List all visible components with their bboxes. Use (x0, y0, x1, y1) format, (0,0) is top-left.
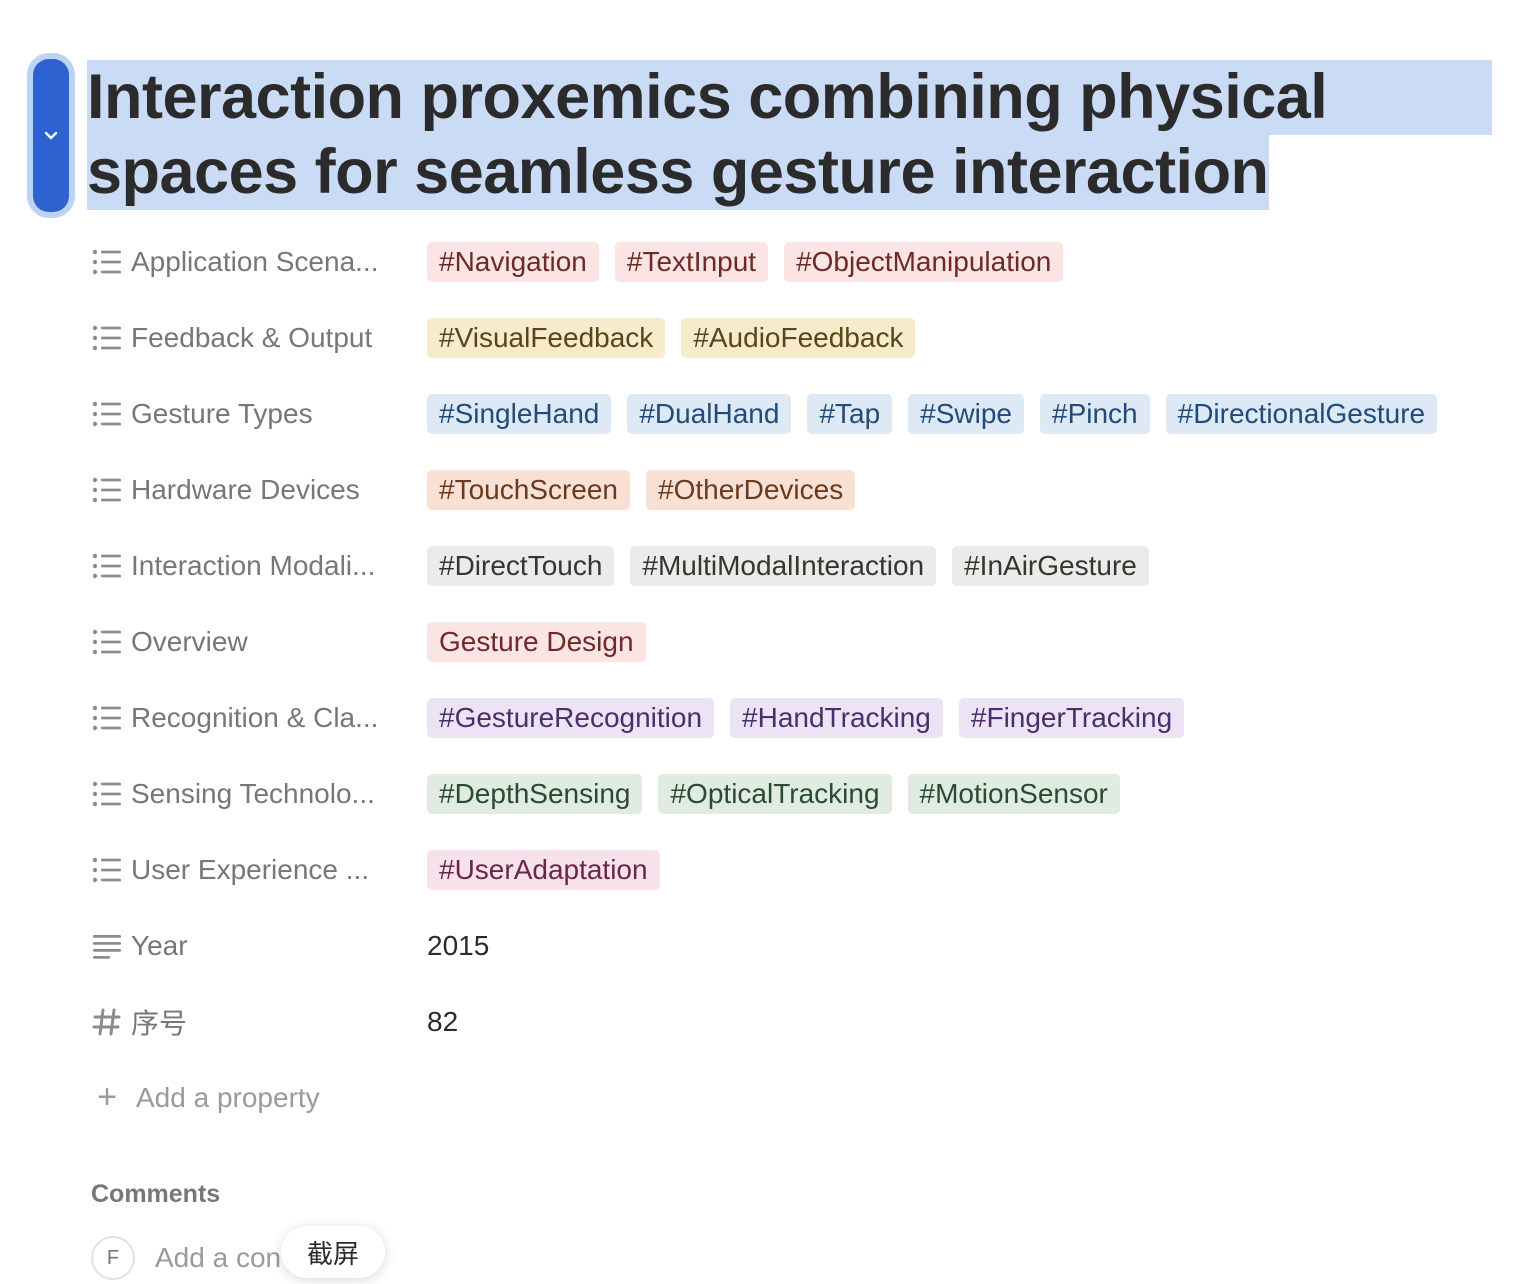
property-row: User Experience ... #UserAdaptation (90, 832, 1510, 908)
list-icon (90, 777, 124, 811)
property-name-label: Gesture Types (131, 398, 313, 429)
property-name-label: Overview (131, 626, 248, 657)
comments-heading: Comments (91, 1180, 221, 1208)
property-name-label: 序号 (131, 1008, 188, 1039)
page-title[interactable]: Interaction proxemics combining physical… (87, 60, 1492, 210)
comment-input[interactable]: Add a con (155, 1242, 282, 1273)
property-name-label: Year (131, 930, 188, 961)
tag[interactable]: #TextInput (614, 242, 769, 282)
property-name-label: Recognition & Cla... (131, 702, 379, 733)
property-name[interactable]: Gesture Types (90, 397, 427, 431)
property-name-label: Feedback & Output (131, 322, 373, 353)
property-row: Overview Gesture Design (90, 604, 1510, 680)
tag[interactable]: #FingerTracking (958, 698, 1185, 738)
property-value-text[interactable]: 2015 (427, 930, 490, 961)
tag[interactable]: #MotionSensor (907, 774, 1120, 814)
tag[interactable]: #TouchScreen (427, 470, 631, 510)
page-title-line-1[interactable]: Interaction proxemics combining physical (87, 60, 1492, 135)
property-row: Year 2015 (90, 908, 1510, 984)
property-value[interactable]: #DirectTouch #MultiModalInteraction #InAir… (427, 546, 1149, 586)
avatar: F (91, 1236, 135, 1280)
property-name[interactable]: Year (90, 929, 427, 963)
tag[interactable]: #ObjectManipulation (784, 242, 1064, 282)
list-icon (90, 625, 124, 659)
property-row: Application Scena... #Navigation #TextInpu… (90, 224, 1510, 300)
property-value[interactable]: #TouchScreen #OtherDevices (427, 470, 856, 510)
add-property-label: Add a property (136, 1081, 320, 1113)
block-handle-button[interactable] (27, 53, 75, 218)
tag[interactable]: #DualHand (627, 394, 792, 434)
tag[interactable]: #Tap (807, 394, 893, 434)
property-row: Recognition & Cla... #GestureRecognition #… (90, 680, 1510, 756)
tag[interactable]: #DepthSensing (427, 774, 643, 814)
page-title-line-2[interactable]: spaces for seamless gesture interaction (87, 135, 1269, 210)
property-name-label: Hardware Devices (131, 474, 360, 505)
property-name[interactable]: Application Scena... (90, 245, 427, 279)
list-icon (90, 321, 124, 355)
property-name[interactable]: Interaction Modali... (90, 549, 427, 583)
property-row: Feedback & Output #VisualFeedback #AudioFe… (90, 300, 1510, 376)
property-name[interactable]: Feedback & Output (90, 321, 427, 355)
tag[interactable]: #MultiModalInteraction (630, 546, 937, 586)
tag[interactable]: #Navigation (427, 242, 599, 282)
property-row: 序号 82 (90, 984, 1510, 1060)
property-value-text[interactable]: 82 (427, 1006, 459, 1037)
list-icon (90, 701, 124, 735)
tag[interactable]: #OpticalTracking (658, 774, 892, 814)
property-row: Gesture Types #SingleHand #DualHand #Tap #Sw… (90, 376, 1510, 452)
tag[interactable]: #Pinch (1040, 394, 1150, 434)
screenshot-tooltip[interactable]: 截屏 (281, 1226, 386, 1278)
property-value[interactable]: 82 (427, 1006, 458, 1038)
tag[interactable]: #HandTracking (730, 698, 943, 738)
property-name[interactable]: Recognition & Cla... (90, 701, 427, 735)
add-property-button[interactable]: + Add a property (92, 1078, 320, 1117)
property-value[interactable]: #GestureRecognition #HandTracking #FingerT… (427, 698, 1185, 738)
list-icon (90, 397, 124, 431)
property-name-label: Sensing Technolo... (131, 778, 375, 809)
property-name[interactable]: Overview (90, 625, 427, 659)
property-row: Interaction Modali... #DirectTouch #MultiM… (90, 528, 1510, 604)
tag[interactable]: #DirectionalGesture (1165, 394, 1438, 434)
property-name-label: User Experience ... (131, 854, 370, 885)
property-value[interactable]: #UserAdaptation (427, 850, 660, 890)
property-value[interactable]: #SingleHand #DualHand #Tap #Swipe #Pinch #Dir… (427, 394, 1438, 434)
property-value[interactable]: #Navigation #TextInput #ObjectManipulation (427, 242, 1064, 282)
chevron-down-icon (44, 131, 58, 139)
property-name[interactable]: Hardware Devices (90, 473, 427, 507)
property-name-label: Application Scena... (131, 246, 379, 277)
text-lines-icon (90, 929, 124, 963)
property-value[interactable]: #DepthSensing #OpticalTracking #MotionSens… (427, 774, 1120, 814)
hash-icon (90, 1005, 124, 1039)
property-row: Sensing Technolo... #DepthSensing #Optical… (90, 756, 1510, 832)
property-name-label: Interaction Modali... (131, 550, 376, 581)
property-value[interactable]: 2015 (427, 930, 489, 962)
property-value[interactable]: #VisualFeedback #AudioFeedback (427, 318, 916, 358)
block-handle-inner (33, 59, 69, 212)
tag[interactable]: #SingleHand (427, 394, 612, 434)
property-name[interactable]: User Experience ... (90, 853, 427, 887)
property-value[interactable]: Gesture Design (427, 622, 646, 662)
tag[interactable]: #DirectTouch (427, 546, 615, 586)
property-list: Application Scena... #Navigation #TextInpu… (90, 224, 1510, 1060)
list-icon (90, 853, 124, 887)
tag[interactable]: #AudioFeedback (681, 318, 916, 358)
list-icon (90, 549, 124, 583)
tag[interactable]: #UserAdaptation (427, 850, 660, 890)
tag[interactable]: #VisualFeedback (427, 318, 666, 358)
tag[interactable]: #OtherDevices (646, 470, 856, 510)
list-icon (90, 245, 124, 279)
plus-icon: + (97, 1078, 117, 1116)
list-icon (90, 473, 124, 507)
property-name[interactable]: Sensing Technolo... (90, 777, 427, 811)
comment-row: F Add a con (91, 1236, 281, 1280)
property-row: Hardware Devices #TouchScreen #OtherDevice… (90, 452, 1510, 528)
tag[interactable]: #InAirGesture (952, 546, 1149, 586)
property-name[interactable]: 序号 (90, 1002, 427, 1042)
tag[interactable]: Gesture Design (427, 622, 646, 662)
tag[interactable]: #GestureRecognition (427, 698, 715, 738)
tag[interactable]: #Swipe (908, 394, 1025, 434)
